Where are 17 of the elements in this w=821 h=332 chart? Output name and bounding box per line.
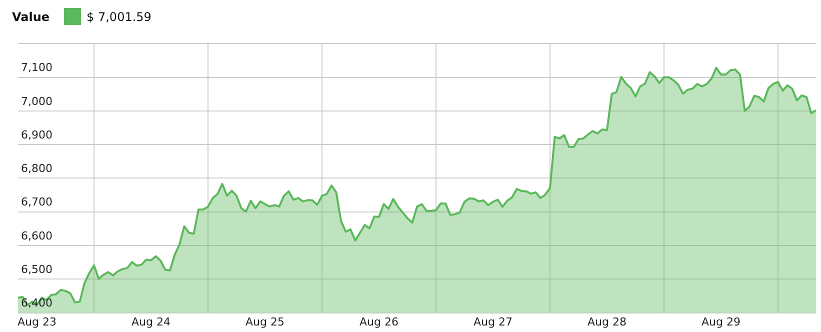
y-tick-label: 6,800 [21, 162, 52, 176]
x-tick-label: Aug 26 [360, 315, 398, 328]
y-tick-label: 6,700 [21, 196, 52, 209]
y-tick-label: 6,900 [21, 128, 52, 142]
x-tick-label: Aug 23 [18, 315, 56, 328]
legend-title: Value [12, 10, 50, 24]
x-tick-label: Aug 27 [474, 315, 512, 328]
x-tick-label: Aug 25 [246, 315, 284, 328]
y-tick-label: 6,400 [21, 296, 52, 310]
y-tick-label: 7,000 [21, 94, 52, 108]
legend-label: $ 7,001.59 [86, 10, 152, 24]
y-tick-label: 6,500 [21, 263, 52, 276]
x-tick-label: Aug 29 [702, 315, 740, 328]
y-tick-label: 6,600 [21, 229, 52, 242]
x-tick-label: Aug 24 [132, 315, 170, 328]
y-tick-label: 7,100 [21, 61, 52, 74]
x-tick-label: Aug 28 [588, 315, 626, 328]
